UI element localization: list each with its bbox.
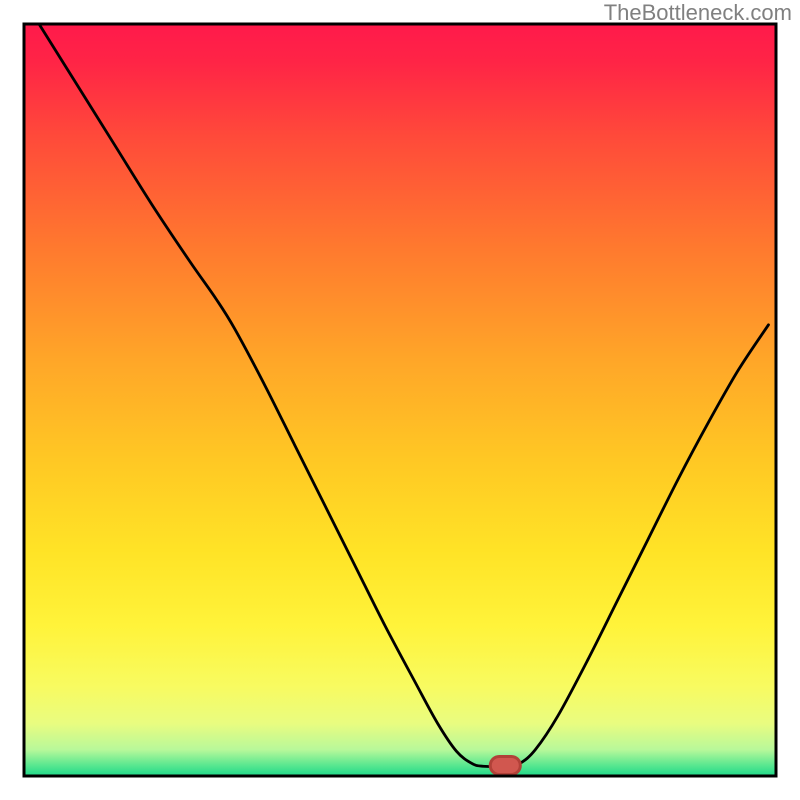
optimum-marker (490, 756, 520, 774)
chart-background (24, 24, 776, 776)
bottleneck-chart (0, 0, 800, 800)
watermark-text: TheBottleneck.com (604, 0, 792, 26)
chart-stage: TheBottleneck.com (0, 0, 800, 800)
